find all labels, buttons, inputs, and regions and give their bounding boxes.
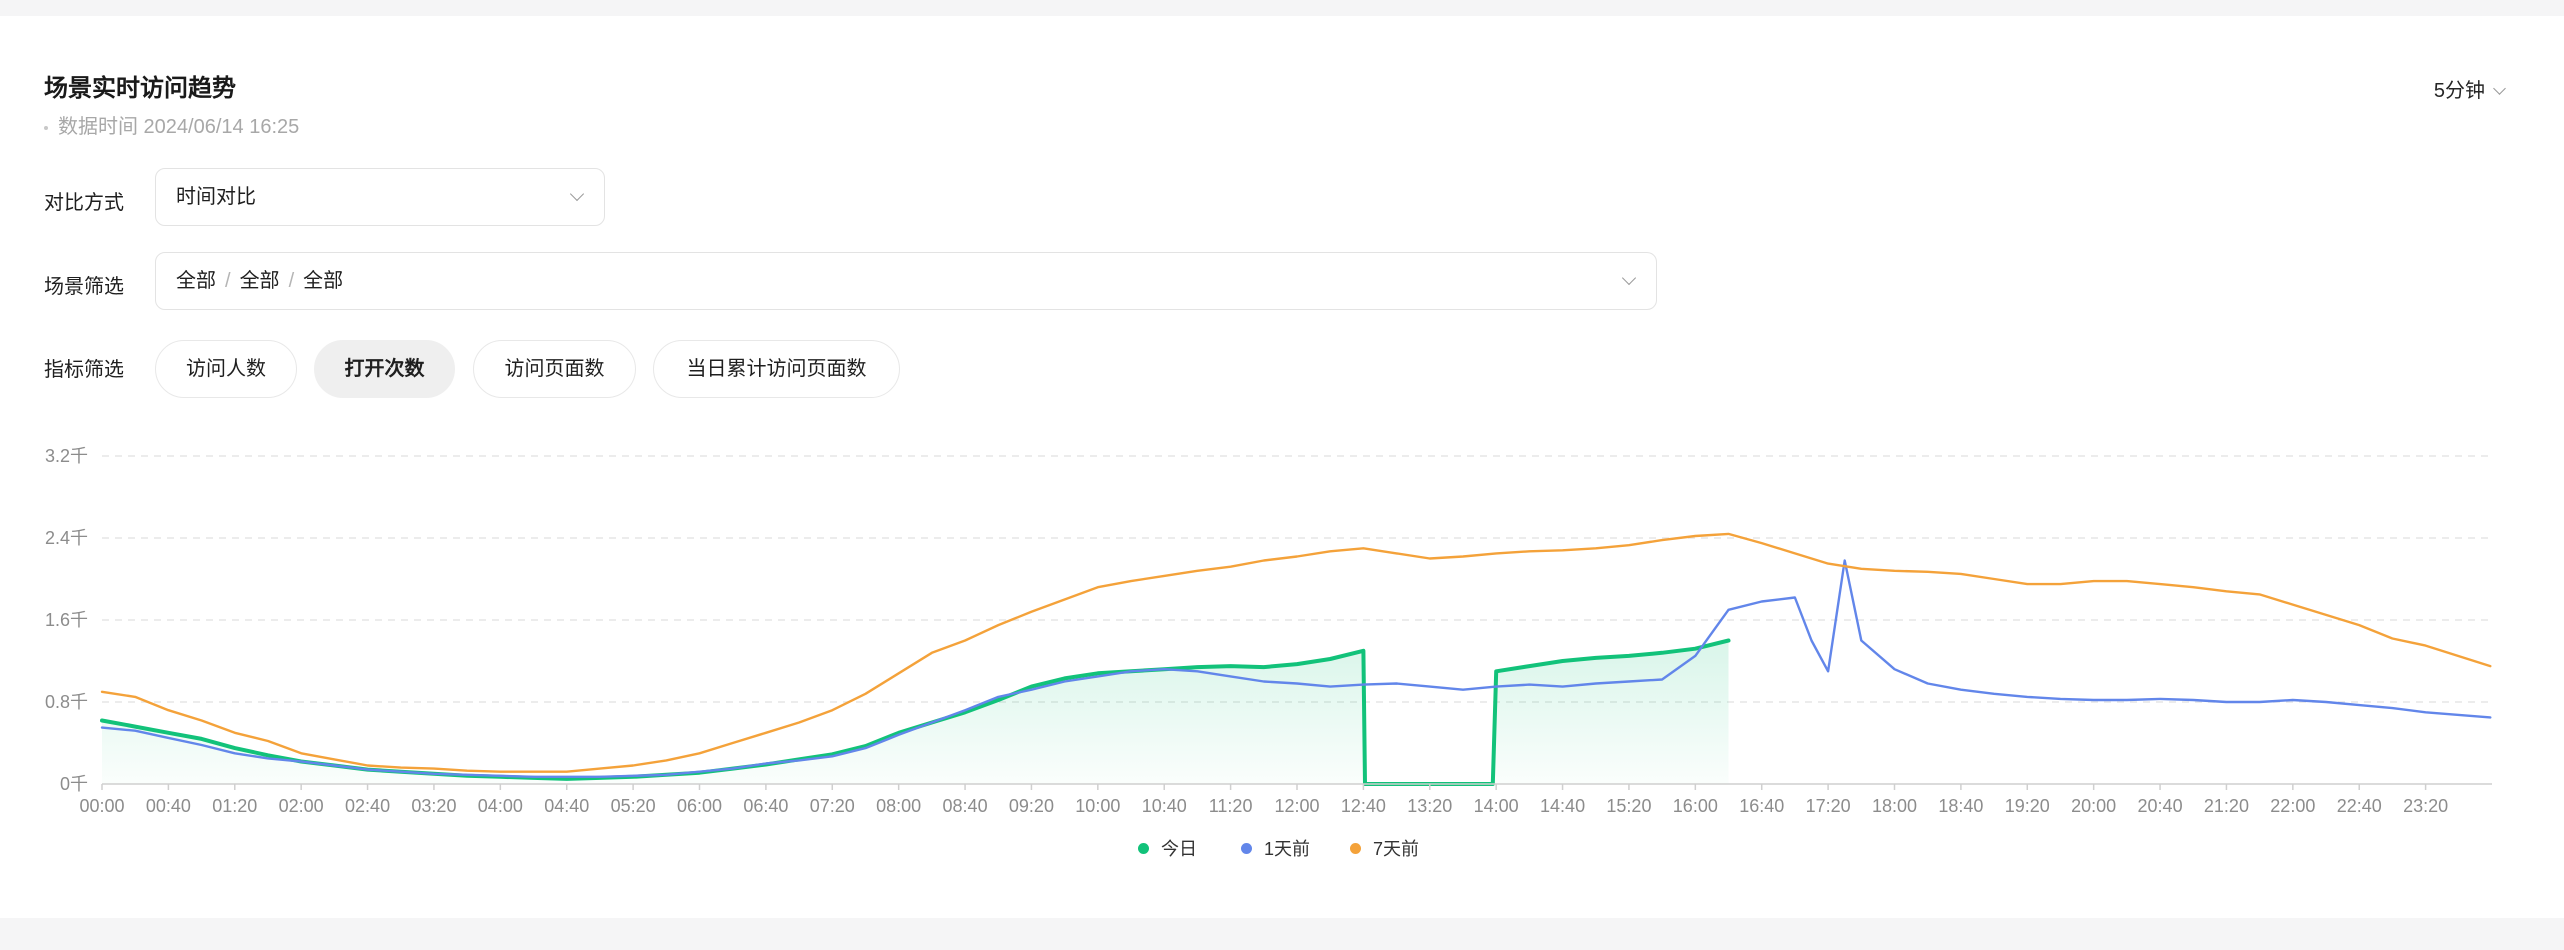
x-tick-label: 10:00: [1075, 796, 1120, 816]
x-tick-label: 02:00: [279, 796, 324, 816]
scene-separator: /: [225, 270, 231, 292]
metric-opens-button[interactable]: 打开次数: [314, 340, 455, 398]
x-tick-label: 18:00: [1872, 796, 1917, 816]
scene-level-3: 全部: [303, 270, 344, 292]
trend-chart: 0千 0.8千 1.6千 2.4千 3.2千 00:00 00:40 01:20 02:00 02…: [45, 446, 2492, 816]
interval-value: 5分钟: [2433, 80, 2485, 102]
scene-select[interactable]: 全部 / 全部 / 全部: [155, 252, 1657, 310]
x-tick-label: 23:20: [2403, 796, 2448, 816]
legend-dot-icon: [1138, 842, 1149, 854]
interval-dropdown[interactable]: 5分钟: [2433, 74, 2506, 103]
compare-label: 对比方式: [44, 192, 124, 214]
x-tick-label: 14:40: [1540, 796, 1585, 816]
legend-dot-icon: [1241, 842, 1252, 854]
data-time: 数据时间 2024/06/14 16:25: [44, 110, 299, 139]
x-tick-label: 10:40: [1142, 796, 1187, 816]
x-tick-label: 01:20: [212, 796, 257, 816]
x-tick-label: 03:20: [411, 796, 456, 816]
scene-level-2: 全部: [239, 270, 280, 292]
legend-label: 今日: [1161, 839, 1197, 859]
x-tick-label: 07:20: [810, 796, 855, 816]
x-tick-label: 17:20: [1806, 796, 1851, 816]
metric-pages-button[interactable]: 访问页面数: [473, 340, 636, 398]
scene-label: 场景筛选: [44, 276, 124, 298]
x-tick-label: 20:00: [2071, 796, 2116, 816]
x-tick-label: 04:40: [544, 796, 589, 816]
x-tick-label: 00:00: [79, 796, 124, 816]
y-tick-label: 1.6千: [45, 610, 88, 630]
bullet-icon: [44, 125, 48, 130]
x-tick-label: 11:20: [1209, 796, 1253, 816]
x-tick-label: 12:40: [1341, 796, 1386, 816]
metric-cumulative-pages-button[interactable]: 当日累计访问页面数: [653, 340, 900, 398]
legend-label: 7天前: [1373, 839, 1420, 859]
legend-label: 1天前: [1264, 839, 1311, 859]
compare-select[interactable]: 时间对比: [155, 168, 605, 226]
x-tick-label: 20:40: [2138, 796, 2183, 816]
x-tick-label: 06:40: [743, 796, 788, 816]
legend-item-today[interactable]: 今日: [1138, 836, 1197, 862]
x-tick-label: 02:40: [345, 796, 390, 816]
x-tick-label: 12:00: [1274, 796, 1319, 816]
x-tick-label: 08:00: [876, 796, 921, 816]
data-time-text: 数据时间 2024/06/14 16:25: [58, 116, 300, 138]
y-tick-label: 3.2千: [45, 446, 88, 466]
x-tick-label: 22:40: [2337, 796, 2382, 816]
y-tick-label: 0千: [60, 774, 88, 794]
x-tick-label: 16:00: [1673, 796, 1718, 816]
x-tick-label: 09:20: [1009, 796, 1054, 816]
x-tick-label: 00:40: [146, 796, 191, 816]
x-tick-label: 19:20: [2005, 796, 2050, 816]
x-tick-label: 16:40: [1739, 796, 1784, 816]
series-area-today: [102, 640, 1729, 784]
metric-visitors-button[interactable]: 访问人数: [155, 340, 297, 398]
chart-legend: 今日 1天前 7天前: [0, 836, 2564, 862]
compare-value: 时间对比: [176, 186, 256, 208]
x-tick-label: 08:40: [943, 796, 988, 816]
x-tick-label: 18:40: [1938, 796, 1983, 816]
scene-level-1: 全部: [176, 270, 216, 292]
x-tick-label: 15:20: [1606, 796, 1651, 816]
legend-item-1day[interactable]: 1天前: [1241, 836, 1310, 862]
page-title: 场景实时访问趋势: [44, 75, 236, 102]
x-tick-label: 06:00: [677, 796, 722, 816]
legend-item-7day[interactable]: 7天前: [1350, 836, 1419, 862]
series-line-day1: [100, 559, 2492, 778]
x-tick-label: 05:20: [611, 796, 656, 816]
x-tick-label: 22:00: [2270, 796, 2315, 816]
legend-dot-icon: [1350, 842, 1361, 854]
x-tick-label: 13:20: [1407, 796, 1452, 816]
scene-separator: /: [288, 270, 295, 292]
x-tick-label: 14:00: [1474, 796, 1519, 816]
x-tick-label: 04:00: [478, 796, 523, 816]
x-tick-label: 21:20: [2204, 796, 2249, 816]
y-tick-label: 2.4千: [45, 528, 88, 548]
metric-label: 指标筛选: [44, 359, 124, 381]
y-tick-label: 0.8千: [45, 692, 88, 712]
series-line-day7: [100, 532, 2492, 773]
